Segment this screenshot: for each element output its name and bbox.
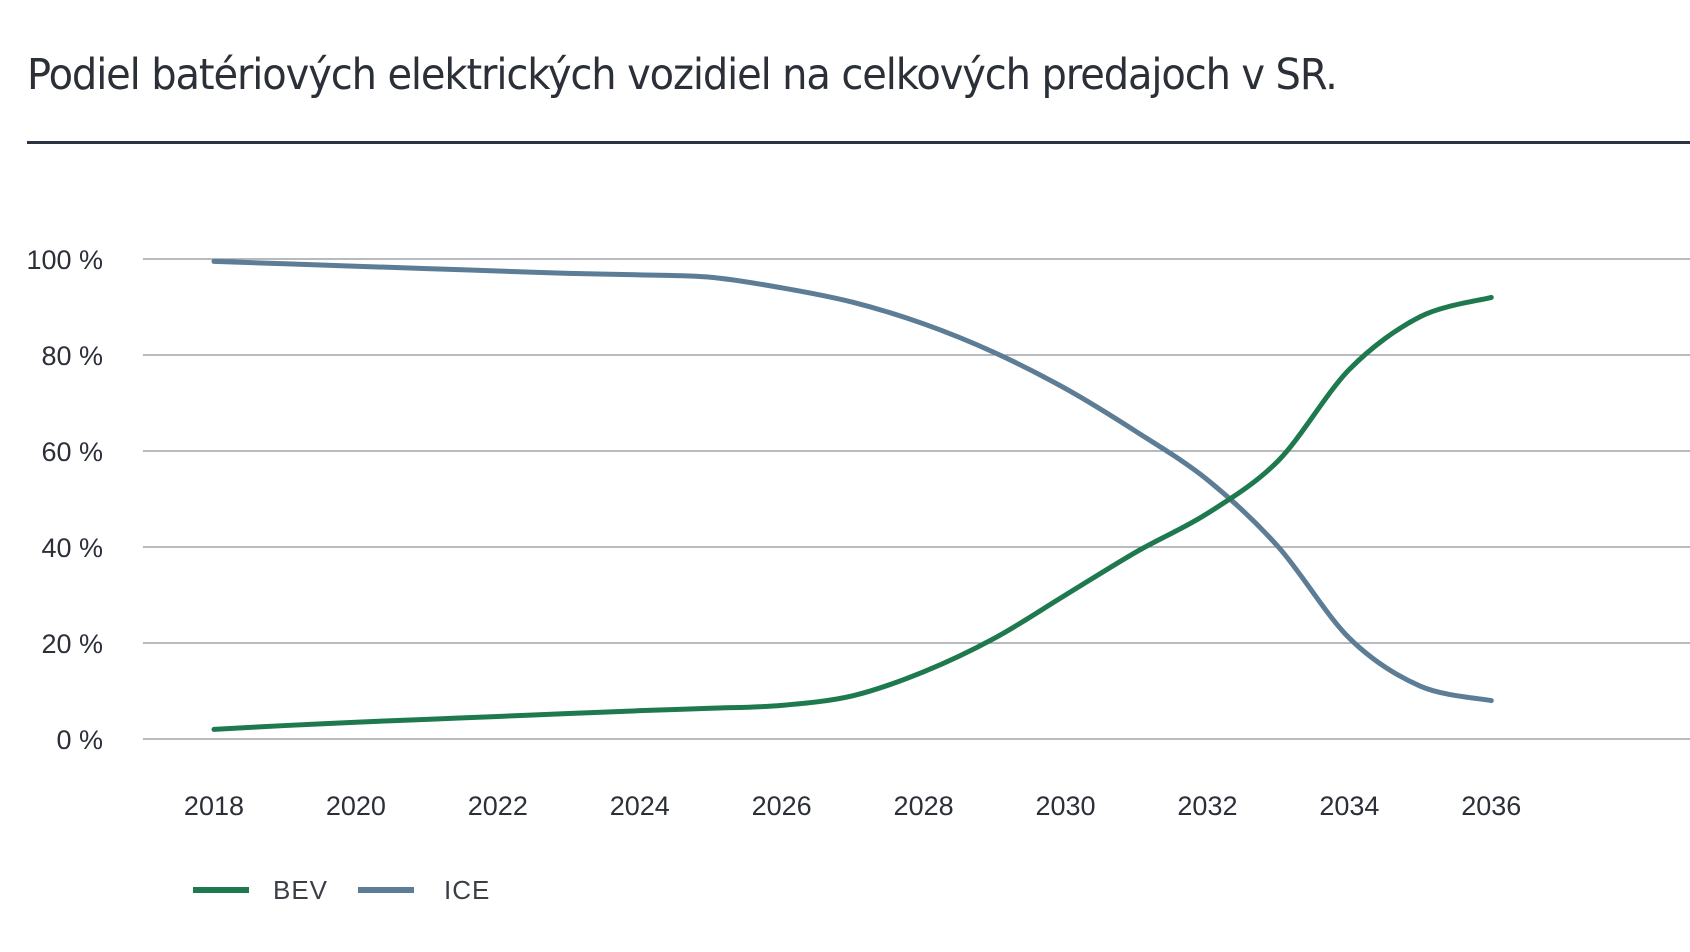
x-tick-label: 2034 xyxy=(1319,791,1379,821)
series-line-bev xyxy=(211,294,1494,732)
y-tick-label: 60 % xyxy=(41,437,103,467)
gridlines xyxy=(143,258,1690,740)
y-tick-label: 80 % xyxy=(41,341,103,371)
x-tick-label: 2026 xyxy=(752,791,812,821)
x-tick-label: 2032 xyxy=(1177,791,1237,821)
x-axis-labels: 2018 2020 2022 2024 2026 2028 2030 2032 2034 2036 xyxy=(184,791,1521,821)
y-tick-label: 20 % xyxy=(41,629,103,659)
y-tick-label: 40 % xyxy=(41,533,103,563)
x-tick-label: 2024 xyxy=(610,791,670,821)
chart-title: Podiel batériových elektrických vozidiel… xyxy=(27,50,1338,100)
x-tick-label: 2018 xyxy=(184,791,244,821)
legend-label-ice: ICE xyxy=(444,875,490,905)
y-tick-label: 100 % xyxy=(26,245,103,275)
y-axis-labels: 0 % 20 % 40 % 60 % 80 % 100 % xyxy=(26,245,103,755)
legend-label-bev: BEV xyxy=(273,875,328,905)
x-tick-label: 2030 xyxy=(1035,791,1095,821)
series-line-ice xyxy=(211,258,1494,704)
x-tick-label: 2036 xyxy=(1461,791,1521,821)
x-tick-label: 2022 xyxy=(468,791,528,821)
x-tick-label: 2028 xyxy=(894,791,954,821)
title-divider xyxy=(27,141,1690,144)
y-tick-label: 0 % xyxy=(56,725,103,755)
series-lines xyxy=(211,258,1494,732)
x-tick-label: 2020 xyxy=(326,791,386,821)
legend: BEV ICE xyxy=(193,875,490,905)
